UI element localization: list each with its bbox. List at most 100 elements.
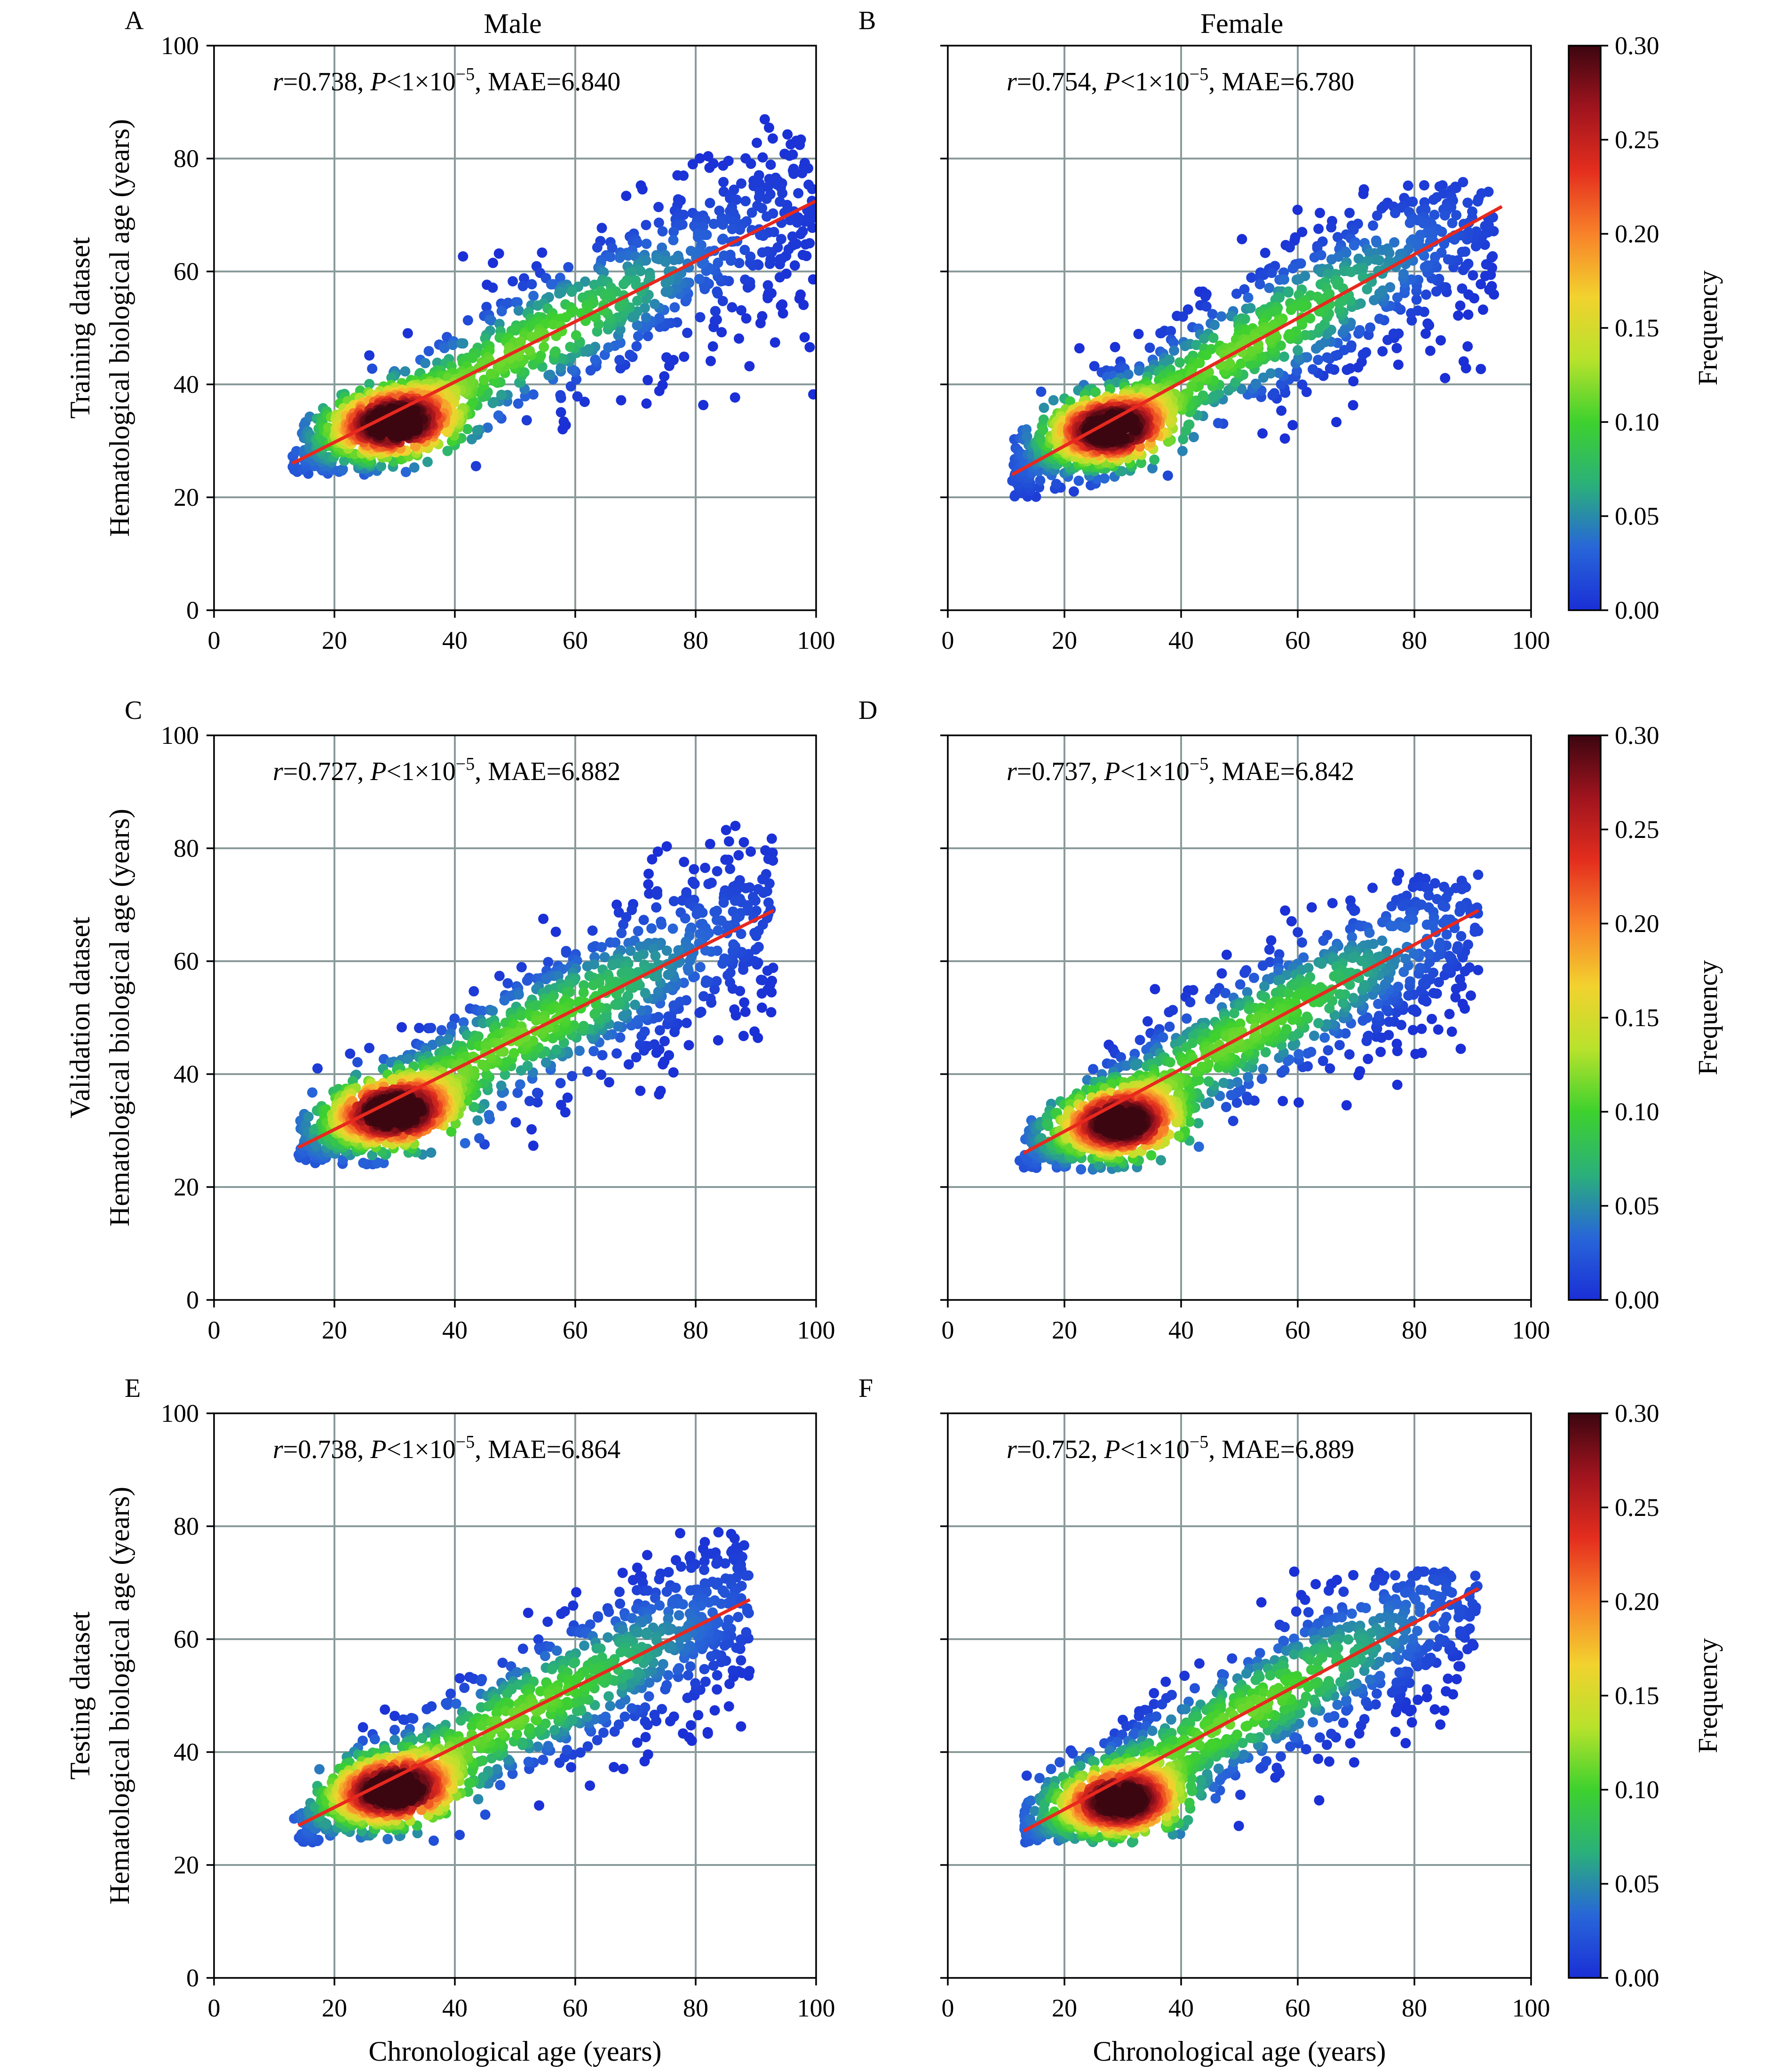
- scatter-point: [403, 328, 413, 338]
- x-tick-label: 40: [442, 626, 468, 654]
- scatter-point: [1309, 1031, 1319, 1041]
- scatter-point: [690, 879, 700, 889]
- scatter-point: [579, 988, 589, 998]
- scatter-point: [1393, 359, 1404, 370]
- scatter-point: [1243, 1072, 1253, 1082]
- scatter-point: [1447, 1027, 1457, 1037]
- scatter-point: [668, 235, 678, 245]
- scatter-point: [515, 1079, 525, 1090]
- scatter-point: [462, 424, 473, 434]
- scatter-point: [1344, 1049, 1355, 1060]
- scatter-point: [588, 980, 598, 990]
- scatter-point: [658, 226, 668, 237]
- scatter-point: [1266, 368, 1276, 379]
- scatter-point: [588, 1046, 599, 1056]
- scatter-point: [1293, 345, 1303, 356]
- scatter-point: [1459, 356, 1469, 367]
- scatter-point: [1463, 310, 1473, 320]
- scatter-point: [1246, 303, 1256, 313]
- scatter-point: [1307, 902, 1317, 913]
- scatter-point: [1112, 435, 1123, 445]
- y-tick-label: 100: [161, 721, 199, 749]
- scatter-point: [1374, 288, 1385, 299]
- x-axis-label-female: Chronological age (years): [1093, 2036, 1386, 2067]
- scatter-point: [1377, 346, 1388, 357]
- scatter-point: [345, 1049, 355, 1059]
- scatter-point: [494, 248, 504, 259]
- scatter-point: [650, 299, 660, 309]
- scatter-point: [509, 1048, 519, 1058]
- scatter-point: [794, 140, 805, 150]
- scatter-point: [1297, 937, 1307, 948]
- scatter-point: [426, 1148, 437, 1158]
- scatter-point: [1334, 298, 1344, 309]
- scatter-point: [698, 400, 708, 410]
- scatter-point: [706, 356, 716, 366]
- scatter-point: [635, 1040, 645, 1050]
- scatter-point: [1487, 281, 1497, 291]
- scatter-point: [1283, 287, 1294, 298]
- scatter-point: [574, 1045, 585, 1056]
- scatter-point: [647, 854, 657, 865]
- scatter-point: [1427, 1014, 1437, 1024]
- scatter-point: [592, 242, 603, 253]
- scatter-point: [641, 312, 651, 323]
- scatter-point: [1110, 342, 1120, 352]
- scatter-point: [1348, 400, 1358, 410]
- scatter-point: [768, 133, 778, 143]
- scatter-point: [1374, 314, 1385, 324]
- scatter-point: [1099, 473, 1110, 484]
- scatter-point: [708, 219, 719, 229]
- scatter-point: [1135, 1035, 1145, 1045]
- y-ticks: [940, 46, 948, 610]
- scatter-point: [710, 306, 721, 316]
- scatter-point: [1130, 1060, 1140, 1071]
- scatter-point: [582, 1066, 593, 1076]
- scatter-point: [1398, 269, 1409, 279]
- y-tick-label: 20: [174, 483, 199, 511]
- scatter-point: [1440, 210, 1450, 221]
- scatter-point: [1207, 309, 1218, 319]
- scatter-point: [1147, 463, 1158, 473]
- stats-annotation: r=0.727, P<1×10−5, MAE=6.882: [273, 754, 620, 786]
- scatter-point: [762, 211, 772, 222]
- scatter-point: [790, 260, 800, 271]
- y-tick-label: 80: [174, 834, 199, 862]
- scatter-point: [651, 902, 661, 913]
- scatter-point: [740, 1007, 751, 1017]
- scatter-point: [770, 337, 780, 348]
- scatter-point: [1279, 274, 1289, 285]
- scatter-point: [678, 170, 689, 181]
- scatter-point: [397, 1022, 407, 1032]
- scatter-point: [1358, 189, 1369, 199]
- scatter-point: [757, 152, 768, 163]
- scatter-point: [668, 1000, 679, 1011]
- scatter-point: [1258, 1064, 1268, 1074]
- scatter-point: [488, 258, 498, 268]
- scatter-point: [1392, 292, 1403, 303]
- scatter-point: [364, 350, 374, 360]
- regression-line: [1012, 207, 1502, 475]
- panel-letter: B: [858, 6, 876, 35]
- y-tick-label: 100: [161, 32, 199, 60]
- scatter-point: [764, 122, 774, 133]
- scatter-point: [1346, 267, 1357, 277]
- column-title-female: Female: [1200, 8, 1284, 39]
- scatter-point: [1480, 271, 1491, 281]
- scatter-point: [1334, 1040, 1345, 1050]
- x-tick-label: 60: [563, 626, 588, 654]
- scatter-point: [526, 1124, 537, 1134]
- scatter-point: [1473, 869, 1483, 880]
- scatter-point: [493, 410, 504, 421]
- scatter-point: [1365, 322, 1375, 333]
- scatter-point: [473, 1115, 483, 1125]
- scatter-point: [767, 834, 777, 844]
- scatter-point: [1354, 254, 1364, 264]
- column-title-male: Male: [484, 8, 541, 39]
- scatter-point: [738, 837, 749, 847]
- scatter-point: [528, 291, 539, 301]
- scatter-point: [1372, 210, 1382, 221]
- scatter-point: [682, 1018, 692, 1028]
